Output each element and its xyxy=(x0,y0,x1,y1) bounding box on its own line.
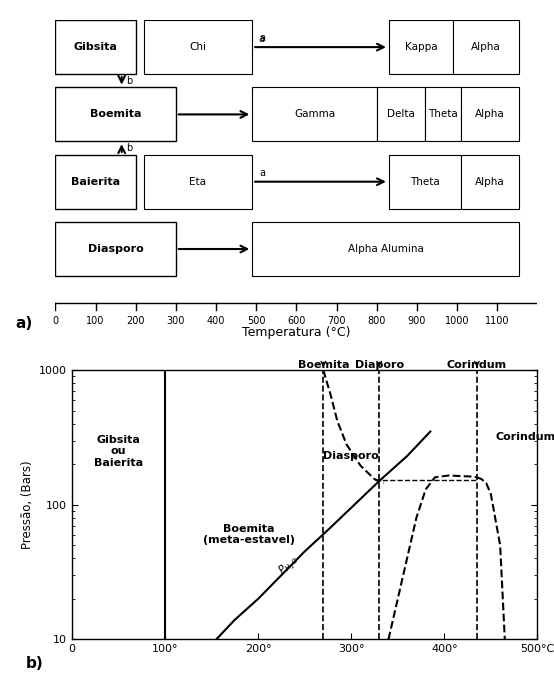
Text: 300: 300 xyxy=(167,316,185,326)
Text: a: a xyxy=(259,33,265,43)
Bar xyxy=(461,87,519,141)
Bar xyxy=(144,155,252,209)
Text: Alpha Alumina: Alpha Alumina xyxy=(348,244,424,254)
Text: a: a xyxy=(258,34,264,44)
Text: 400: 400 xyxy=(207,316,225,326)
Bar xyxy=(55,222,176,276)
Text: Gamma: Gamma xyxy=(294,110,335,119)
Text: 1100: 1100 xyxy=(485,316,510,326)
Text: b): b) xyxy=(25,656,43,670)
Bar xyxy=(389,20,453,74)
Text: Boemita: Boemita xyxy=(90,110,141,119)
Y-axis label: Pressão, (Bars): Pressão, (Bars) xyxy=(20,460,34,549)
Text: Delta: Delta xyxy=(387,110,415,119)
Bar xyxy=(453,20,519,74)
Bar xyxy=(55,87,176,141)
Text: $P_{H_2O}$: $P_{H_2O}$ xyxy=(275,553,302,579)
Text: 1000: 1000 xyxy=(445,316,469,326)
Bar xyxy=(55,20,136,74)
Text: 600: 600 xyxy=(287,316,306,326)
Text: Diasporo: Diasporo xyxy=(324,451,379,461)
Text: Diaporo: Diaporo xyxy=(355,360,404,370)
Text: Baierita: Baierita xyxy=(71,177,120,186)
Text: 0: 0 xyxy=(52,316,59,326)
Text: 100: 100 xyxy=(86,316,105,326)
Bar xyxy=(377,87,425,141)
Bar xyxy=(425,87,461,141)
Text: Corindum: Corindum xyxy=(495,432,554,441)
Text: Temperatura (°C): Temperatura (°C) xyxy=(242,326,351,339)
Bar xyxy=(389,155,461,209)
Text: Chi: Chi xyxy=(189,42,207,52)
Text: Diasporo: Diasporo xyxy=(88,244,143,254)
Text: Boemita: Boemita xyxy=(297,360,349,370)
Text: Gibsita
ou
Baierita: Gibsita ou Baierita xyxy=(94,435,143,468)
Bar xyxy=(252,222,519,276)
Text: Eta: Eta xyxy=(189,177,207,186)
Text: Theta: Theta xyxy=(428,110,458,119)
Text: a: a xyxy=(259,168,265,178)
Text: b: b xyxy=(126,76,133,85)
Text: Alpha: Alpha xyxy=(475,110,505,119)
Bar xyxy=(252,87,377,141)
Text: 200: 200 xyxy=(126,316,145,326)
Text: Corindum: Corindum xyxy=(447,360,507,370)
Text: Alpha: Alpha xyxy=(471,42,501,52)
Text: 800: 800 xyxy=(367,316,386,326)
Text: Kappa: Kappa xyxy=(404,42,437,52)
Bar xyxy=(144,20,252,74)
Bar xyxy=(55,155,136,209)
Text: 700: 700 xyxy=(327,316,346,326)
Text: Gibsita: Gibsita xyxy=(74,42,117,52)
Text: b: b xyxy=(126,143,133,153)
Text: Boemita
(meta-estavel): Boemita (meta-estavel) xyxy=(203,524,295,545)
Text: 900: 900 xyxy=(408,316,426,326)
Text: a): a) xyxy=(16,316,33,331)
Text: 500: 500 xyxy=(247,316,265,326)
Text: Theta: Theta xyxy=(410,177,440,186)
Bar xyxy=(461,155,519,209)
Text: Alpha: Alpha xyxy=(475,177,505,186)
